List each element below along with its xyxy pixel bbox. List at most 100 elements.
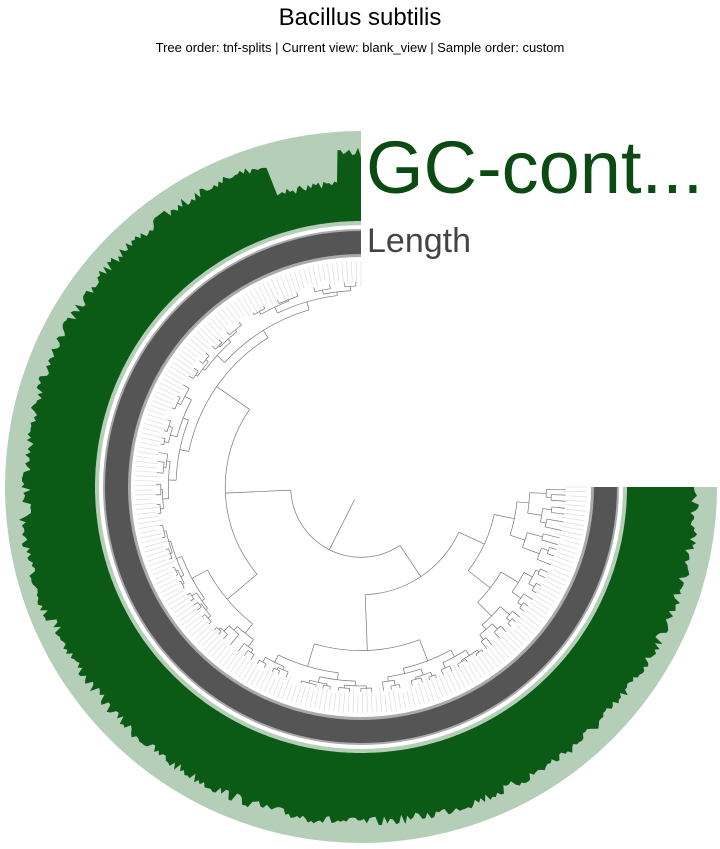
tree-stem — [195, 374, 198, 377]
leaf-guide-line — [177, 353, 193, 366]
tree-arc — [265, 657, 285, 667]
tree-stem — [216, 355, 225, 363]
tree-arc — [428, 674, 436, 678]
leaf-guide-line — [211, 642, 225, 657]
leaf-guide-line — [152, 568, 169, 576]
length-bars[interactable] — [105, 231, 617, 743]
tree-stem — [276, 667, 279, 670]
leaf-guide-line — [190, 338, 208, 355]
leaf-guide-line — [418, 682, 425, 704]
leaf-guide-line — [206, 321, 225, 341]
leaf-guide-line — [215, 645, 229, 661]
leaf-guide-line — [184, 615, 202, 630]
leaf-guide-line — [303, 268, 308, 285]
tree-arc — [541, 533, 544, 540]
leaf-guide-line — [160, 382, 180, 394]
length-layer[interactable] — [105, 231, 617, 743]
leaf-guide-line — [221, 308, 233, 324]
tree-leaf-branch — [177, 395, 181, 398]
leaf-guide-line — [258, 285, 268, 303]
leaf-guide-line — [155, 391, 174, 401]
leaf-guide-line — [546, 576, 565, 586]
leaf-guide-line — [225, 305, 242, 327]
leaf-guide-line — [135, 502, 157, 506]
tree-leaf-branch — [382, 681, 384, 691]
leaf-guide-line — [570, 495, 587, 497]
tree-stem — [170, 552, 173, 554]
tree-stem — [322, 289, 324, 295]
leaf-guide-line — [137, 451, 159, 456]
leaf-guide-line — [544, 580, 563, 590]
tree-leaf-branch — [551, 506, 565, 509]
tree-arc — [382, 679, 395, 683]
leaf-guide-line — [168, 594, 185, 606]
tree-arc — [192, 370, 199, 379]
tree-stem — [403, 668, 405, 674]
tree-stem — [328, 499, 355, 550]
leaf-guide-line — [142, 427, 160, 433]
leaf-guide-line — [317, 265, 322, 282]
leaf-guide-line — [402, 691, 407, 709]
leaf-guide-line — [191, 620, 210, 637]
leaf-guide-line — [226, 650, 241, 670]
leaf-guide-line — [173, 598, 196, 614]
leaf-guide-line — [145, 418, 164, 425]
tree-arc — [247, 650, 255, 655]
tree-leaf-branch — [263, 306, 266, 309]
tree-leaf-branch — [545, 526, 562, 531]
leaf-guide-line — [160, 583, 179, 593]
leaf-guide-line — [136, 511, 158, 515]
leaf-guide-line — [204, 632, 222, 651]
leaf-guide-line — [234, 656, 248, 675]
leaf-guide-line — [563, 539, 580, 545]
tree-leaf-branch — [420, 677, 423, 683]
leaf-guide-line — [180, 350, 197, 362]
tree-arc — [159, 504, 162, 514]
tree-leaf-branch — [182, 587, 185, 589]
tree-leaf-branch — [551, 512, 565, 515]
tree-leaf-branch — [229, 634, 240, 646]
tree-arc — [411, 677, 422, 681]
tree-arc — [278, 295, 299, 304]
leaf-guide-line — [167, 370, 184, 381]
leaf-guide-line — [392, 689, 397, 711]
leaf-guide-line — [555, 533, 581, 541]
leaf-guide-line — [138, 524, 160, 530]
leaf-guide-line — [271, 279, 279, 296]
tree-leaf-branch — [390, 685, 392, 690]
tree-stem — [274, 306, 278, 314]
leaf-guide-line — [558, 547, 578, 555]
leaf-guide-line — [263, 670, 275, 692]
tree-leaf-branch — [493, 631, 500, 639]
leaf-guide-line — [284, 274, 294, 299]
tree-stem — [199, 603, 202, 606]
tree-stem — [202, 368, 206, 371]
tree-leaf-branch — [165, 548, 169, 550]
tree-stem — [235, 329, 238, 332]
leaf-guide-line — [286, 684, 293, 701]
leaf-guide-line — [300, 685, 307, 705]
tree-leaf-branch — [208, 621, 212, 625]
tree-stem — [318, 676, 320, 683]
leaf-guide-line — [229, 303, 241, 319]
tree-leaf-branch — [211, 345, 216, 350]
tree-leaf-branch — [190, 598, 194, 602]
leaf-guide-line — [468, 664, 478, 681]
tree-arc — [481, 606, 501, 626]
tree-leaf-branch — [277, 299, 280, 304]
tree-arc — [460, 649, 478, 661]
leaf-guide-line — [242, 660, 255, 680]
tree-leaf-branch — [162, 536, 166, 539]
tree-stem — [175, 569, 178, 572]
dendrogram[interactable] — [156, 282, 566, 693]
leaf-guide-line — [517, 620, 534, 635]
tree-stem — [542, 508, 552, 511]
leaf-guide-line — [272, 677, 281, 696]
leaf-guide-line — [450, 669, 461, 690]
leaf-guide-line — [366, 687, 368, 713]
tree-leaf-branch — [163, 430, 168, 432]
leaf-guide-line — [135, 498, 152, 501]
tree-stem — [420, 668, 424, 676]
tree-leaf-branch — [158, 452, 168, 455]
